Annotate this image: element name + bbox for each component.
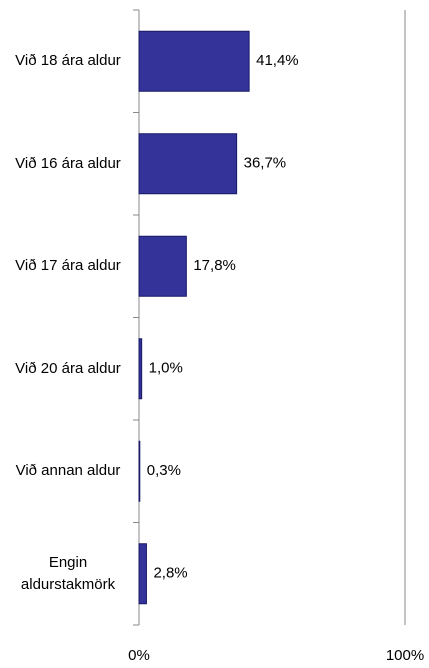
y-tick-label: Við 20 ára aldur [15, 359, 121, 377]
y-tick-label: Engin aldurstakmörk [20, 553, 116, 593]
y-tick-label: Við 18 ára aldur [15, 52, 121, 70]
value-label: 0,3% [147, 462, 181, 479]
y-tick-label: Við annan aldur [15, 462, 121, 480]
bar [138, 338, 143, 400]
y-tick-label: Við 16 ára aldur [15, 154, 121, 172]
bar [138, 235, 187, 297]
value-label: 2,8% [153, 565, 187, 582]
value-label: 36,7% [244, 155, 287, 172]
x-tick-label: 0% [128, 647, 150, 664]
bar [138, 543, 147, 605]
value-label: 1,0% [149, 360, 183, 377]
value-label: 17,8% [193, 257, 236, 274]
x-tick-label: 100% [386, 647, 424, 664]
y-tick-label: Við 17 ára aldur [15, 257, 121, 275]
bar [138, 440, 141, 502]
bar [138, 30, 250, 92]
bar [138, 133, 238, 195]
value-label: 41,4% [256, 52, 299, 69]
